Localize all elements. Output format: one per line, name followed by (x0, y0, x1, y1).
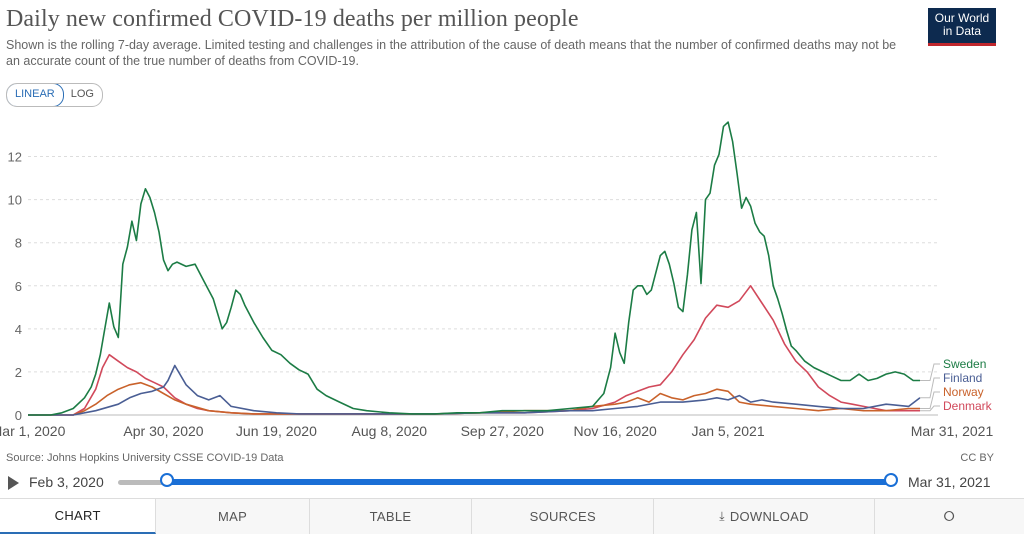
timeline-end-handle[interactable] (884, 473, 898, 487)
tab-map-label: MAP (218, 509, 248, 524)
timeline: Feb 3, 2020 Mar 31, 2021 (0, 470, 1024, 494)
play-icon[interactable] (8, 476, 19, 490)
legend-connector (920, 391, 940, 409)
linear-scale-button[interactable]: LINEAR (6, 84, 64, 106)
x-tick-label: Mar 1, 2020 (0, 423, 66, 439)
line-chart: 0 2 4 6 8 10 12 Mar 1, 2020 Apr 30, 2020 Jun 19, … (0, 121, 994, 439)
x-tick-label: Jan 5, 2021 (691, 423, 764, 439)
series-line-sweden (28, 121, 920, 416)
x-tick-label: Nov 16, 2020 (573, 423, 656, 439)
y-tick-label: 10 (8, 193, 22, 208)
log-scale-button[interactable]: LOG (70, 88, 94, 100)
legend-label-norway: Norway (943, 385, 984, 399)
chart-title: Daily new confirmed COVID-19 deaths per … (6, 6, 579, 32)
tab-sources[interactable]: SOURCES (472, 499, 655, 534)
legend-connector (920, 405, 940, 412)
legend-label-sweden: Sweden (943, 357, 986, 371)
y-tick-label: 4 (15, 322, 22, 337)
x-tick-label: Sep 27, 2020 (461, 423, 545, 439)
x-tick-label: Apr 30, 2020 (123, 423, 203, 439)
legend-connector (920, 377, 940, 399)
download-icon: ⤓ (719, 509, 725, 523)
timeline-track-active[interactable] (167, 479, 891, 485)
tab-download[interactable]: ⤓ DOWNLOAD (654, 499, 875, 534)
license-link[interactable]: CC BY (960, 452, 994, 464)
y-tick-label: 2 (15, 365, 22, 380)
bottom-tab-bar: CHART MAP TABLE SOURCES ⤓ DOWNLOAD ⭘ (0, 498, 1024, 534)
tab-download-label: DOWNLOAD (729, 509, 809, 524)
share-button[interactable]: ⭘ (875, 499, 1024, 534)
y-tick-label: 6 (15, 279, 22, 294)
timeline-end-label: Mar 31, 2021 (908, 474, 991, 490)
y-tick-label: 12 (8, 150, 22, 165)
x-tick-label: Jun 19, 2020 (236, 423, 317, 439)
legend-connector (920, 363, 940, 381)
timeline-track-inactive[interactable] (118, 480, 168, 485)
tab-chart[interactable]: CHART (0, 499, 157, 534)
source-note[interactable]: Source: Johns Hopkins University CSSE CO… (6, 452, 284, 464)
timeline-start-label: Feb 3, 2020 (29, 474, 104, 490)
logo-line-1: Our World (934, 11, 990, 25)
tab-chart-label: CHART (54, 508, 101, 523)
y-tick-label: 0 (15, 408, 22, 423)
x-tick-label: Mar 31, 2021 (911, 423, 994, 439)
legend-label-denmark: Denmark (943, 399, 993, 413)
tab-sources-label: SOURCES (529, 509, 596, 524)
x-tick-label: Aug 8, 2020 (352, 423, 428, 439)
legend-label-finland: Finland (943, 371, 982, 385)
owid-logo[interactable]: Our World in Data (928, 8, 996, 46)
tab-map[interactable]: MAP (156, 499, 310, 534)
y-tick-label: 8 (15, 236, 22, 251)
tab-table-label: TABLE (369, 509, 412, 524)
logo-line-2: in Data (942, 24, 982, 38)
series-line-norway (28, 381, 920, 416)
share-icon: ⭘ (943, 508, 956, 524)
tab-table[interactable]: TABLE (310, 499, 473, 534)
series-line-denmark (28, 285, 920, 416)
chart-subtitle: Shown is the rolling 7-day average. Limi… (6, 38, 897, 68)
timeline-start-handle[interactable] (160, 473, 174, 487)
scale-toggle: LINEAR LOG (6, 83, 103, 107)
